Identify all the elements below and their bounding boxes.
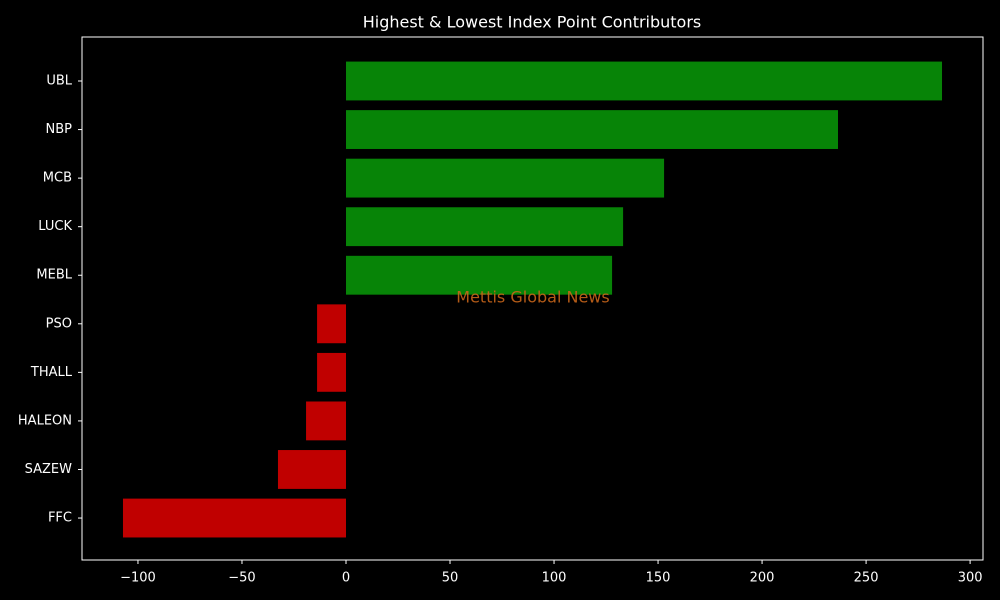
y-tick-label: UBL xyxy=(46,74,72,89)
x-tick-label: 50 xyxy=(442,571,459,586)
x-tick-label: 0 xyxy=(342,571,350,586)
watermark: Mettis Global News xyxy=(456,288,609,307)
y-tick-label: MCB xyxy=(43,171,72,186)
y-tick-label: HALEON xyxy=(18,413,72,428)
y-tick-label: THALL xyxy=(30,365,73,380)
x-tick-label: 300 xyxy=(958,571,983,586)
bar xyxy=(345,207,624,247)
x-tick-label: −50 xyxy=(228,571,255,586)
y-tick-label: NBP xyxy=(46,122,73,137)
bar xyxy=(277,450,346,489)
x-tick-label: 250 xyxy=(854,571,879,586)
y-tick-label: LUCK xyxy=(38,219,72,234)
x-tick-label: 100 xyxy=(542,571,567,586)
bar xyxy=(317,352,346,392)
plot-frame xyxy=(81,36,984,561)
chart-title: Highest & Lowest Index Point Contributor… xyxy=(363,13,702,32)
y-tick-label: FFC xyxy=(48,511,72,526)
bar xyxy=(306,401,346,441)
x-tick-label: 150 xyxy=(646,571,671,586)
y-tick-label: MEBL xyxy=(36,268,72,283)
bar xyxy=(122,498,346,538)
y-tick-label: SAZEW xyxy=(25,462,73,477)
x-tick-label: 200 xyxy=(750,571,775,586)
bar xyxy=(317,304,346,344)
bar xyxy=(345,158,665,198)
bar xyxy=(345,61,943,101)
x-tick-label: −100 xyxy=(120,571,156,586)
bar xyxy=(345,255,613,295)
y-tick-label: PSO xyxy=(46,316,72,331)
bar xyxy=(345,110,838,149)
